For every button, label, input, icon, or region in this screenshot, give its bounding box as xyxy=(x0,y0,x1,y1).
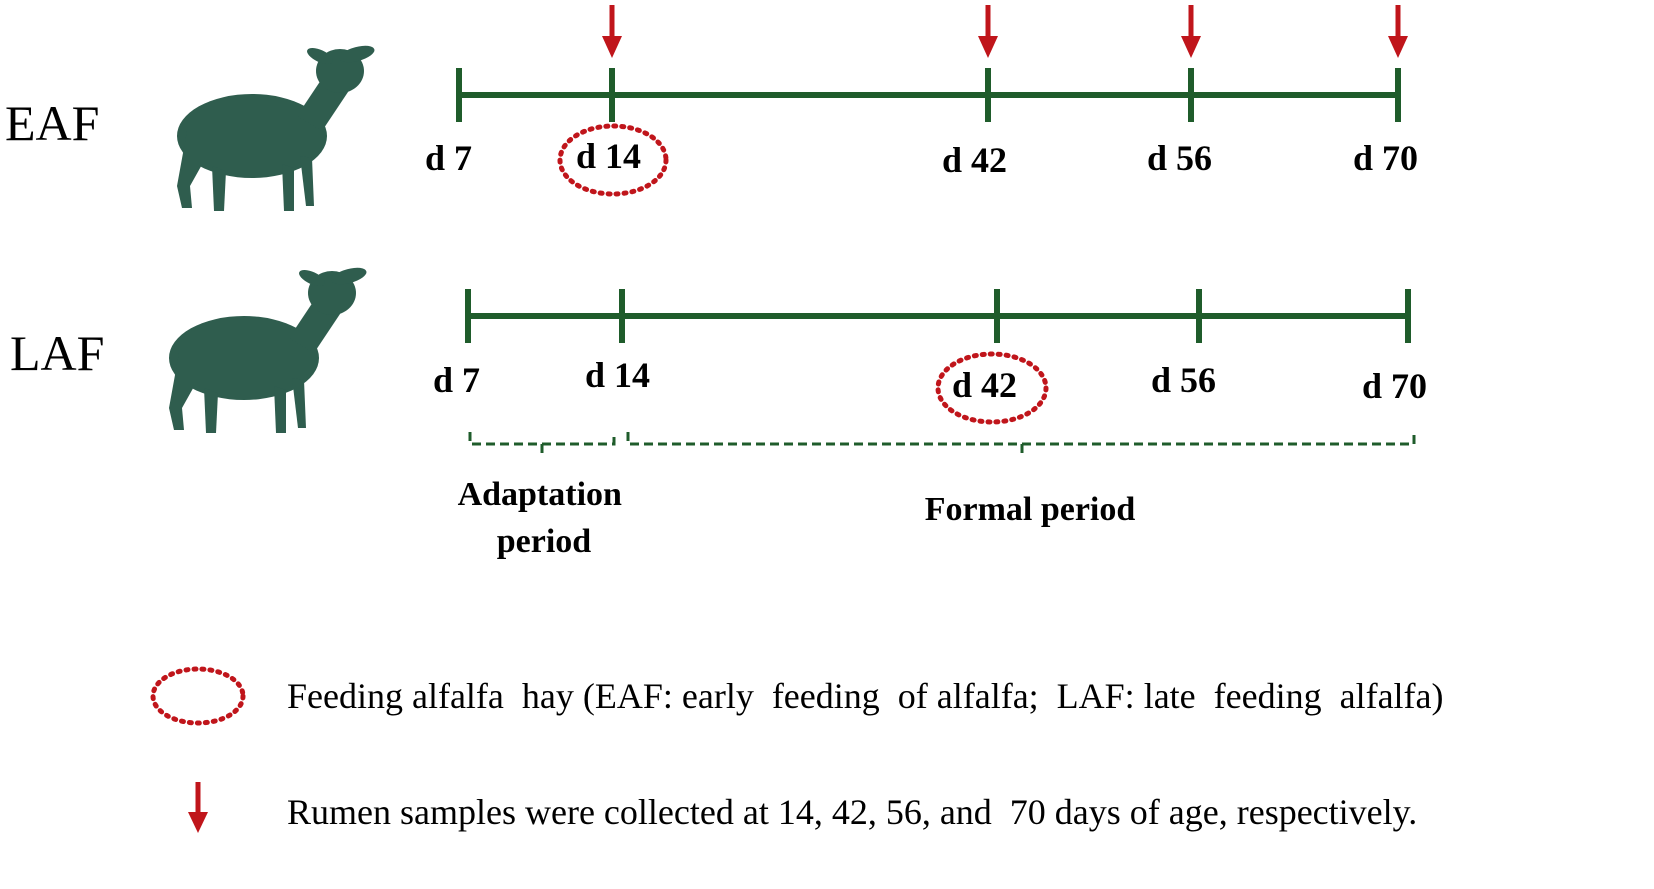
tick-label-d70: d 70 xyxy=(1353,138,1418,178)
tick-label-d7: d 7 xyxy=(425,138,472,178)
adaptation-period-brace xyxy=(468,432,616,458)
group-label-laf: LAF xyxy=(10,325,104,381)
feeding-start-circle xyxy=(935,351,1049,425)
feeding-start-circle xyxy=(557,123,669,197)
eaf-timeline xyxy=(456,5,1408,122)
adaptation-period-label: Adaptation period xyxy=(458,476,631,560)
tick-label-d14: d 14 xyxy=(585,355,650,395)
sample-arrow-icon xyxy=(978,5,998,58)
legend-arrow-text: Rumen samples were collected at 14, 42, … xyxy=(287,792,1417,832)
legend-red-arrow-icon xyxy=(188,782,208,833)
sample-arrow-icon xyxy=(1388,5,1408,58)
tick-label-d7: d 7 xyxy=(433,360,480,400)
laf-timeline xyxy=(465,289,1411,343)
tick-label-d56: d 56 xyxy=(1147,138,1212,178)
adaptation-period-line1: Adaptation xyxy=(458,476,622,513)
tick-label-d42: d 42 xyxy=(952,365,1017,405)
sample-arrow-icon xyxy=(1181,5,1201,58)
tick-label-d42: d 42 xyxy=(942,140,1007,180)
tick-label-d56: d 56 xyxy=(1151,360,1216,400)
group-label-eaf: EAF xyxy=(5,95,99,151)
formal-period-label: Formal period xyxy=(925,491,1136,528)
tick-label-d14: d 14 xyxy=(576,136,641,176)
lamb-icon xyxy=(177,42,377,211)
adaptation-period-line2: period xyxy=(497,523,592,560)
lamb-icon xyxy=(169,264,369,433)
sample-arrow-icon xyxy=(602,5,622,58)
tick-label-d70: d 70 xyxy=(1362,366,1427,406)
formal-period-brace xyxy=(626,432,1416,458)
legend-circle-text: Feeding alfalfa hay (EAF: early feeding … xyxy=(287,676,1444,716)
legend-dotted-circle-icon xyxy=(150,666,246,726)
